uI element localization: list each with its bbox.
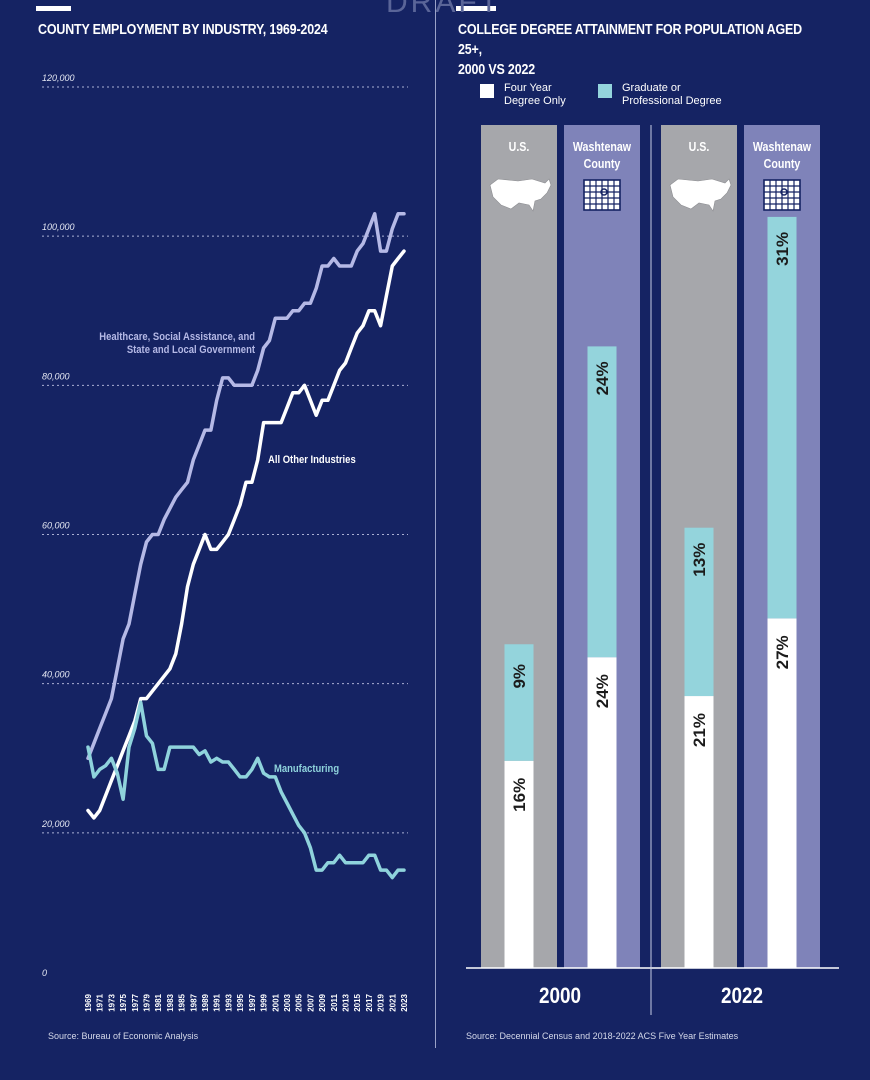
line-chart-source: Source: Bureau of Economic Analysis bbox=[48, 1031, 199, 1041]
y-tick-label: 100,000 bbox=[42, 222, 75, 232]
x-tick-label: 2015 bbox=[353, 993, 362, 1011]
year-label: 2022 bbox=[721, 984, 763, 1009]
bar-four-year bbox=[684, 696, 714, 968]
bar-graduate bbox=[587, 346, 617, 658]
bar-label-graduate: 9% bbox=[510, 664, 529, 689]
series-label: Healthcare, Social Assistance, and bbox=[99, 331, 255, 343]
bar-graduate bbox=[684, 527, 714, 697]
bar-chart-source: Source: Decennial Census and 2018-2022 A… bbox=[466, 1031, 739, 1041]
x-tick-label: 2019 bbox=[377, 993, 386, 1011]
series-label: State and Local Government bbox=[127, 344, 256, 356]
column-header: Washtenaw bbox=[573, 139, 632, 154]
us-map-icon bbox=[489, 178, 552, 212]
legend-graduate-line-1: Graduate or bbox=[622, 82, 681, 94]
legend-swatch-graduate bbox=[598, 84, 612, 98]
x-tick-label: 1991 bbox=[213, 993, 222, 1011]
x-tick-label: 1987 bbox=[189, 993, 198, 1011]
x-tick-label: 1985 bbox=[178, 993, 187, 1011]
county-grid-icon bbox=[763, 179, 801, 211]
panel-divider bbox=[435, 0, 436, 1048]
bar-chart-title: COLLEGE DEGREE ATTAINMENT FOR POPULATION… bbox=[458, 20, 819, 80]
x-tick-label: 1995 bbox=[236, 993, 245, 1011]
bar-label-graduate: 13% bbox=[690, 543, 709, 577]
x-tick-label: 2005 bbox=[295, 993, 304, 1011]
top-bar-left bbox=[36, 6, 71, 11]
x-tick-label: 1983 bbox=[166, 993, 175, 1011]
bar-chart-title-line-2: 2000 VS 2022 bbox=[458, 62, 535, 78]
x-tick-label: 1981 bbox=[154, 993, 163, 1011]
bar-label-graduate: 24% bbox=[593, 361, 612, 395]
bar-graduate bbox=[767, 216, 797, 619]
legend-swatch-four-year bbox=[480, 84, 494, 98]
x-tick-label: 1989 bbox=[201, 993, 210, 1011]
x-tick-label: 1979 bbox=[143, 993, 152, 1011]
x-tick-label: 1969 bbox=[84, 993, 93, 1011]
legend-graduate-line-2: Professional Degree bbox=[622, 95, 722, 107]
bar-graduate bbox=[504, 644, 534, 761]
x-tick-label: 2003 bbox=[283, 993, 292, 1011]
county-grid-icon bbox=[583, 179, 621, 211]
y-tick-label: 0 bbox=[42, 968, 47, 978]
employment-line-chart: 0 20,000 40,000 60,000 80,000 100,000 120,000 1… bbox=[41, 73, 409, 1012]
x-tick-label: 2023 bbox=[400, 993, 409, 1011]
legend-label-four-year: Four Year Degree Only bbox=[504, 82, 566, 108]
top-bar-right bbox=[456, 6, 496, 11]
series-label: Manufacturing bbox=[274, 763, 339, 775]
column-header: County bbox=[584, 156, 621, 171]
line-chart-title: COUNTY EMPLOYMENT BY INDUSTRY, 1969-2024 bbox=[38, 22, 328, 38]
y-tick-label: 40,000 bbox=[42, 670, 70, 680]
column-header: U.S. bbox=[689, 139, 710, 154]
x-tick-label: 2009 bbox=[318, 993, 327, 1011]
y-tick-label: 120,000 bbox=[42, 73, 75, 83]
legend-four-year-line-1: Four Year bbox=[504, 82, 552, 94]
series-label: All Other Industries bbox=[268, 454, 356, 466]
x-tick-label: 2017 bbox=[365, 993, 374, 1011]
column-header: County bbox=[764, 156, 801, 171]
x-tick-label: 1997 bbox=[248, 993, 257, 1011]
x-tick-label: 1971 bbox=[96, 993, 105, 1011]
bar-label-four-year: 27% bbox=[773, 635, 792, 669]
x-tick-label: 2021 bbox=[388, 993, 397, 1011]
x-tick-label: 1973 bbox=[107, 993, 116, 1011]
y-tick-label: 20,000 bbox=[41, 819, 70, 829]
bar-four-year bbox=[587, 657, 617, 968]
x-tick-label: 1993 bbox=[224, 993, 233, 1011]
bar-label-four-year: 24% bbox=[593, 674, 612, 708]
legend-four-year-line-2: Degree Only bbox=[504, 95, 566, 107]
bar-chart-title-line-1: COLLEGE DEGREE ATTAINMENT FOR POPULATION… bbox=[458, 22, 802, 58]
bar-label-four-year: 16% bbox=[510, 778, 529, 812]
bar-four-year bbox=[767, 618, 797, 968]
column-header: U.S. bbox=[509, 139, 530, 154]
bar-label-four-year: 21% bbox=[690, 713, 709, 747]
x-tick-label: 2001 bbox=[271, 993, 280, 1011]
x-tick-label: 1975 bbox=[119, 993, 128, 1011]
degree-bar-chart: U.S. 16% 9% Washtenaw County 24% 24% 2000 U.S. 21… bbox=[466, 125, 839, 1015]
x-tick-label: 2013 bbox=[341, 993, 350, 1011]
series-line-2 bbox=[86, 700, 406, 880]
bar-four-year bbox=[504, 760, 534, 968]
x-tick-label: 2007 bbox=[306, 993, 315, 1011]
y-tick-label: 60,000 bbox=[42, 521, 70, 531]
bar-label-graduate: 31% bbox=[773, 232, 792, 266]
series-line-1 bbox=[86, 249, 406, 820]
x-tick-label: 2011 bbox=[330, 993, 339, 1011]
draft-watermark: DRAFT bbox=[386, 0, 501, 19]
series-line-0 bbox=[86, 212, 406, 761]
y-tick-label: 80,000 bbox=[42, 371, 70, 381]
year-label: 2000 bbox=[539, 984, 581, 1009]
us-map-icon bbox=[669, 178, 732, 212]
x-tick-label: 1977 bbox=[131, 993, 140, 1011]
legend-label-graduate: Graduate or Professional Degree bbox=[622, 82, 722, 108]
x-tick-label: 1999 bbox=[260, 993, 269, 1011]
column-header: Washtenaw bbox=[753, 139, 812, 154]
